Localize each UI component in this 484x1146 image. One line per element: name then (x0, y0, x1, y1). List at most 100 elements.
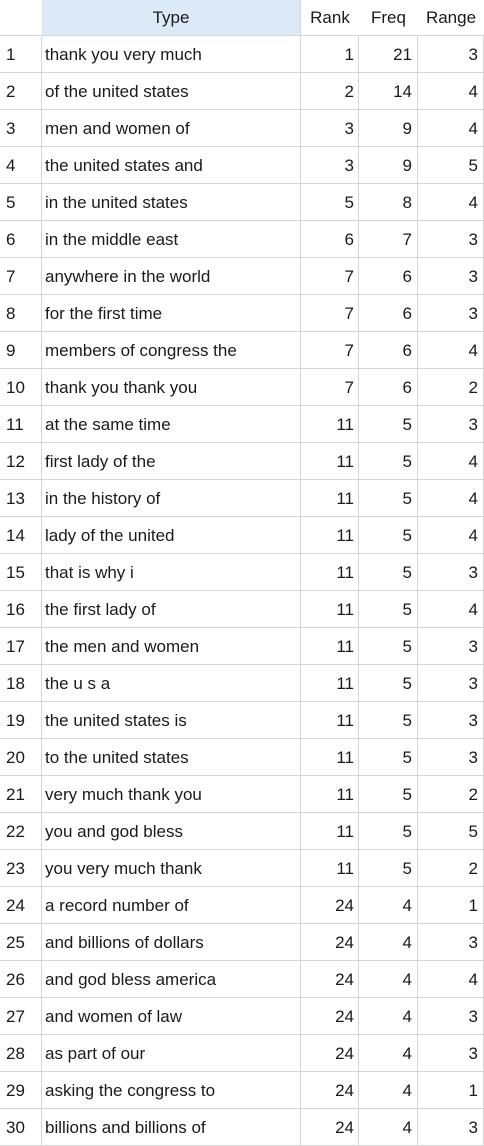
table-row[interactable]: 22 you and god bless 11 5 5 (0, 813, 484, 850)
rank-cell: 6 (301, 221, 359, 257)
rank-cell: 5 (301, 184, 359, 220)
rank-cell: 24 (301, 1072, 359, 1108)
row-index-cell: 7 (0, 258, 42, 294)
table-row[interactable]: 4 the united states and 3 9 5 (0, 147, 484, 184)
freq-cell: 4 (359, 887, 418, 923)
rank-cell: 2 (301, 73, 359, 109)
rank-cell: 24 (301, 1035, 359, 1071)
column-header-type[interactable]: Type (42, 0, 301, 35)
row-index-cell: 26 (0, 961, 42, 997)
table-row[interactable]: 20 to the united states 11 5 3 (0, 739, 484, 776)
range-cell: 3 (418, 258, 484, 294)
freq-cell: 4 (359, 1035, 418, 1071)
freq-cell: 5 (359, 850, 418, 886)
range-cell: 3 (418, 554, 484, 590)
table-row[interactable]: 1 thank you very much 1 21 3 (0, 36, 484, 73)
range-cell: 4 (418, 332, 484, 368)
column-header-range[interactable]: Range (425, 7, 477, 27)
table-row[interactable]: 24 a record number of 24 4 1 (0, 887, 484, 924)
freq-cell: 4 (359, 924, 418, 960)
column-header-rank[interactable]: Rank (310, 7, 350, 27)
table-row[interactable]: 18 the u s a 11 5 3 (0, 665, 484, 702)
table-row[interactable]: 23 you very much thank 11 5 2 (0, 850, 484, 887)
row-index-cell: 13 (0, 480, 42, 516)
row-index-cell: 21 (0, 776, 42, 812)
column-header-freq[interactable]: Freq (371, 7, 406, 27)
row-index-cell: 15 (0, 554, 42, 590)
row-index-cell: 8 (0, 295, 42, 331)
type-cell: billions and billions of (42, 1109, 301, 1145)
table-row[interactable]: 30 billions and billions of 24 4 3 (0, 1109, 484, 1146)
table-row[interactable]: 16 the first lady of 11 5 4 (0, 591, 484, 628)
range-cell: 1 (418, 1072, 484, 1108)
type-cell: the united states and (42, 147, 301, 183)
range-cell: 4 (418, 184, 484, 220)
range-cell: 5 (418, 147, 484, 183)
rank-cell: 7 (301, 258, 359, 294)
type-cell: that is why i (42, 554, 301, 590)
table-row[interactable]: 12 first lady of the 11 5 4 (0, 443, 484, 480)
rank-cell: 11 (301, 850, 359, 886)
row-index-cell: 24 (0, 887, 42, 923)
table-row[interactable]: 10 thank you thank you 7 6 2 (0, 369, 484, 406)
table-row[interactable]: 13 in the history of 11 5 4 (0, 480, 484, 517)
table-row[interactable]: 29 asking the congress to 24 4 1 (0, 1072, 484, 1109)
row-index-cell: 12 (0, 443, 42, 479)
table-row[interactable]: 28 as part of our 24 4 3 (0, 1035, 484, 1072)
freq-cell: 4 (359, 961, 418, 997)
rank-cell: 11 (301, 591, 359, 627)
row-index-cell: 11 (0, 406, 42, 442)
type-cell: very much thank you (42, 776, 301, 812)
row-index-cell: 2 (0, 73, 42, 109)
table-row[interactable]: 25 and billions of dollars 24 4 3 (0, 924, 484, 961)
range-cell: 3 (418, 36, 484, 72)
table-row[interactable]: 15 that is why i 11 5 3 (0, 554, 484, 591)
freq-cell: 8 (359, 184, 418, 220)
rank-cell: 11 (301, 443, 359, 479)
range-cell: 4 (418, 110, 484, 146)
range-cell: 2 (418, 369, 484, 405)
table-row[interactable]: 11 at the same time 11 5 3 (0, 406, 484, 443)
type-cell: first lady of the (42, 443, 301, 479)
freq-cell: 9 (359, 147, 418, 183)
freq-cell: 5 (359, 702, 418, 738)
table-row[interactable]: 5 in the united states 5 8 4 (0, 184, 484, 221)
type-cell: anywhere in the world (42, 258, 301, 294)
type-cell: a record number of (42, 887, 301, 923)
range-cell: 4 (418, 591, 484, 627)
range-cell: 4 (418, 73, 484, 109)
table-body: 1 thank you very much 1 21 3 2 of the united s… (0, 36, 484, 1146)
table-row[interactable]: 26 and god bless america 24 4 4 (0, 961, 484, 998)
row-index-cell: 16 (0, 591, 42, 627)
freq-cell: 5 (359, 554, 418, 590)
table-row[interactable]: 27 and women of law 24 4 3 (0, 998, 484, 1035)
row-index-cell: 28 (0, 1035, 42, 1071)
rank-cell: 24 (301, 1109, 359, 1145)
range-cell: 4 (418, 443, 484, 479)
table-row[interactable]: 17 the men and women 11 5 3 (0, 628, 484, 665)
range-cell: 3 (418, 406, 484, 442)
table-row[interactable]: 6 in the middle east 6 7 3 (0, 221, 484, 258)
table-row[interactable]: 3 men and women of 3 9 4 (0, 110, 484, 147)
rank-cell: 11 (301, 665, 359, 701)
table-row[interactable]: 2 of the united states 2 14 4 (0, 73, 484, 110)
type-cell: asking the congress to (42, 1072, 301, 1108)
type-cell: in the united states (42, 184, 301, 220)
freq-cell: 6 (359, 369, 418, 405)
row-index-cell: 17 (0, 628, 42, 664)
table-row[interactable]: 19 the united states is 11 5 3 (0, 702, 484, 739)
type-cell: and billions of dollars (42, 924, 301, 960)
row-index-cell: 9 (0, 332, 42, 368)
row-index-cell: 29 (0, 1072, 42, 1108)
table-row[interactable]: 7 anywhere in the world 7 6 3 (0, 258, 484, 295)
table-row[interactable]: 9 members of congress the 7 6 4 (0, 332, 484, 369)
freq-cell: 5 (359, 628, 418, 664)
table-row[interactable]: 8 for the first time 7 6 3 (0, 295, 484, 332)
table-row[interactable]: 21 very much thank you 11 5 2 (0, 776, 484, 813)
type-cell: and women of law (42, 998, 301, 1034)
freq-cell: 6 (359, 295, 418, 331)
row-index-cell: 6 (0, 221, 42, 257)
range-cell: 3 (418, 702, 484, 738)
table-row[interactable]: 14 lady of the united 11 5 4 (0, 517, 484, 554)
freq-cell: 5 (359, 813, 418, 849)
